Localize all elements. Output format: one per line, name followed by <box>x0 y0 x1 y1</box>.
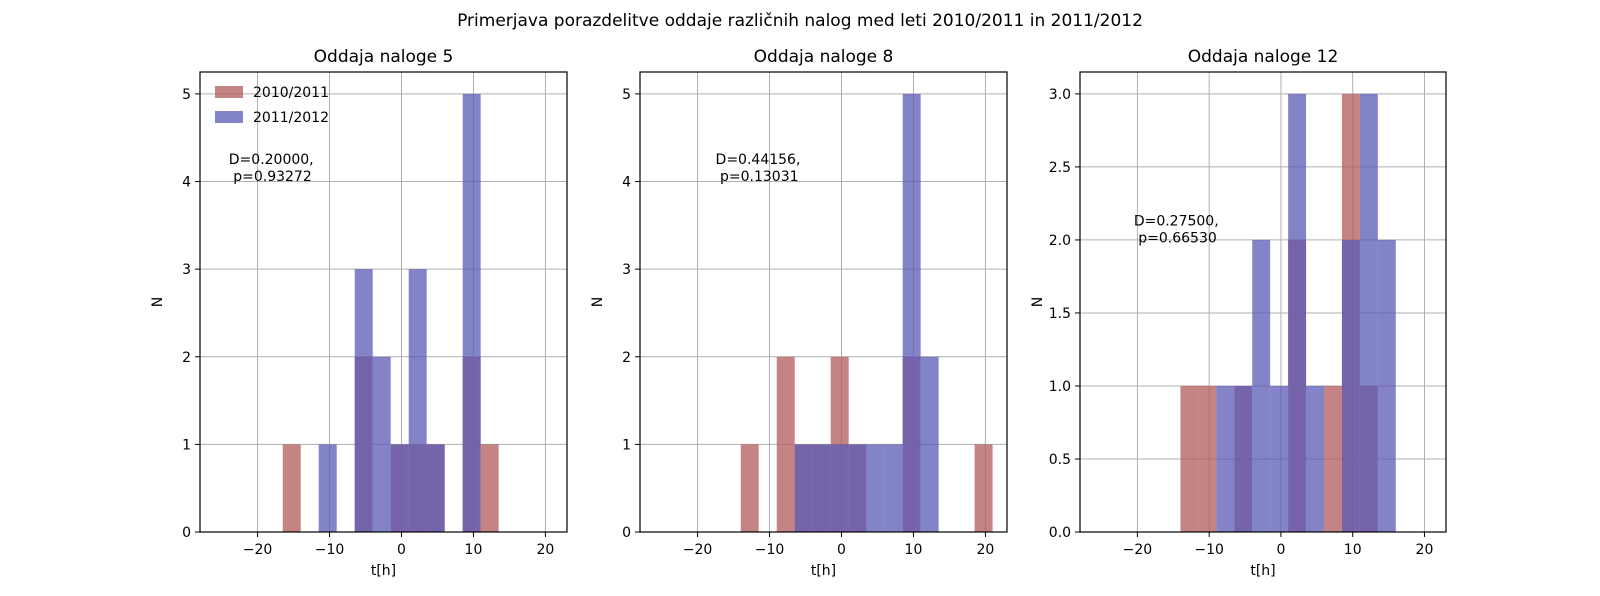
x-tick-label: −10 <box>1194 542 1224 558</box>
histogram-bar-2011-2012 <box>1252 239 1271 532</box>
chart-title: Oddaja naloge 8 <box>754 47 894 67</box>
annotation-line: p=0.93272 <box>229 169 312 185</box>
histogram-bar-2011-2012 <box>408 269 427 532</box>
histogram-bar-2011-2012 <box>812 444 831 532</box>
x-tick-label: 0 <box>397 542 406 558</box>
y-tick-label: 5 <box>182 87 191 103</box>
legend-label: 2010/2011 <box>253 85 329 101</box>
histogram-bar-2011-2012 <box>830 444 849 532</box>
histogram-bar-2011-2012 <box>354 269 373 532</box>
histogram-bar-2011-2012 <box>920 356 939 532</box>
annotation-line: p=0.66530 <box>1134 230 1217 246</box>
y-tick-label: 3.0 <box>1049 87 1071 103</box>
histogram-bar-2011-2012 <box>848 444 867 532</box>
histogram-bar-2011-2012 <box>1216 385 1235 532</box>
y-tick-label: 2.5 <box>1049 160 1071 176</box>
x-tick-label: −20 <box>243 542 273 558</box>
chart-panel-2: −20 −10 0 10 20 0 1 2 3 4 5 Oddaja naloge 8 t[h] N D=0… <box>590 47 1008 579</box>
histogram-bar-2010-2011 <box>480 444 499 532</box>
ks-test-annotation: D=0.27500, p=0.66530 <box>1134 213 1219 246</box>
x-tick-label: 20 <box>976 542 994 558</box>
x-tick-label: 0 <box>1276 542 1285 558</box>
y-tick-label: 0.5 <box>1049 452 1071 468</box>
histogram-bar-2011-2012 <box>372 356 391 532</box>
legend-swatch-2011-2012 <box>215 111 243 123</box>
x-tick-label: 10 <box>1344 542 1362 558</box>
histogram-bar-2010-2011 <box>776 356 795 532</box>
x-tick-label: 20 <box>536 542 554 558</box>
axes-frame <box>1079 71 1447 533</box>
axes-frame <box>639 71 1008 533</box>
y-tick-label: 2 <box>622 350 631 366</box>
histogram-bar-2010-2011 <box>282 444 301 532</box>
y-tick-label: 1 <box>182 437 191 453</box>
histogram-bar-2011-2012 <box>902 93 921 533</box>
annotation-line: D=0.44156, <box>716 152 801 168</box>
legend-swatch-2010-2011 <box>215 86 243 98</box>
chart-panel-1: −20 −10 0 10 20 0 1 2 3 4 5 Oddaja naloge 5 t[h] N D=0… <box>150 47 568 579</box>
chart-title: Oddaja naloge 12 <box>1188 47 1339 67</box>
histogram-bar-2011-2012 <box>1306 385 1324 532</box>
chart-panel-3: −20 −10 0 10 20 0.0 0.5 1.0 1.5 2.0 2.5 3.0 Oddaja n… <box>1030 47 1447 579</box>
x-tick-label: −20 <box>683 542 713 558</box>
y-tick-label: 1.5 <box>1049 306 1071 322</box>
x-axis-label: t[h] <box>811 563 836 579</box>
histogram-bar-2011-2012 <box>426 444 445 532</box>
y-tick-label: 4 <box>622 175 631 191</box>
x-axis-label: t[h] <box>371 563 396 579</box>
y-tick-label: 0.0 <box>1049 525 1071 541</box>
x-tick-label: −10 <box>315 542 345 558</box>
y-tick-label: 5 <box>622 87 631 103</box>
ks-test-annotation: D=0.44156, p=0.13031 <box>716 152 801 185</box>
axes-frame <box>199 71 568 533</box>
y-tick-label: 3 <box>182 262 191 278</box>
histogram-bar-2011-2012 <box>794 444 813 532</box>
histogram-bar-2010-2011 <box>1324 385 1342 532</box>
y-tick-label: 1.0 <box>1049 379 1071 395</box>
x-tick-label: −10 <box>755 542 785 558</box>
histogram-bar-2010-2011 <box>1198 385 1217 532</box>
histogram-bar-2011-2012 <box>462 93 481 533</box>
y-axis-label: N <box>150 297 166 307</box>
annotation-line: D=0.20000, <box>229 152 314 168</box>
annotation-line: p=0.13031 <box>716 169 799 185</box>
histogram-bar-2011-2012 <box>1359 93 1378 533</box>
ks-test-annotation: D=0.20000, p=0.93272 <box>229 152 314 185</box>
histogram-bar-2010-2011 <box>974 444 993 532</box>
y-axis-label: N <box>1030 297 1046 307</box>
y-tick-label: 0 <box>182 525 191 541</box>
x-tick-label: 20 <box>1416 542 1434 558</box>
histogram-bar-2011-2012 <box>1341 239 1360 532</box>
annotation-line: D=0.27500, <box>1134 213 1219 229</box>
histogram-bar-2011-2012 <box>1377 239 1396 532</box>
histogram-bar-2011-2012 <box>1288 93 1307 533</box>
legend-label: 2011/2012 <box>253 110 329 126</box>
y-tick-label: 0 <box>622 525 631 541</box>
chart-title: Oddaja naloge 5 <box>314 47 454 67</box>
y-tick-label: 3 <box>622 262 631 278</box>
y-tick-label: 2 <box>182 350 191 366</box>
y-axis-label: N <box>590 297 606 307</box>
x-tick-label: 10 <box>465 542 483 558</box>
y-tick-label: 4 <box>182 175 191 191</box>
y-tick-label: 1 <box>622 437 631 453</box>
histogram-bar-2010-2011 <box>1180 385 1199 532</box>
x-tick-label: 10 <box>905 542 923 558</box>
histogram-bar-2011-2012 <box>390 444 409 532</box>
x-axis-label: t[h] <box>1250 563 1275 579</box>
y-tick-label: 2.0 <box>1049 233 1071 249</box>
x-tick-label: 0 <box>837 542 846 558</box>
histogram-bar-2011-2012 <box>318 444 337 532</box>
figure-title: Primerjava porazdelitve oddaje različnih… <box>457 11 1143 31</box>
x-tick-label: −20 <box>1123 542 1153 558</box>
histogram-bar-2011-2012 <box>1234 385 1253 532</box>
histogram-bar-2011-2012 <box>866 444 885 532</box>
histogram-bar-2011-2012 <box>1270 385 1289 532</box>
histogram-bar-2010-2011 <box>740 444 759 532</box>
histogram-bar-2011-2012 <box>884 444 903 532</box>
